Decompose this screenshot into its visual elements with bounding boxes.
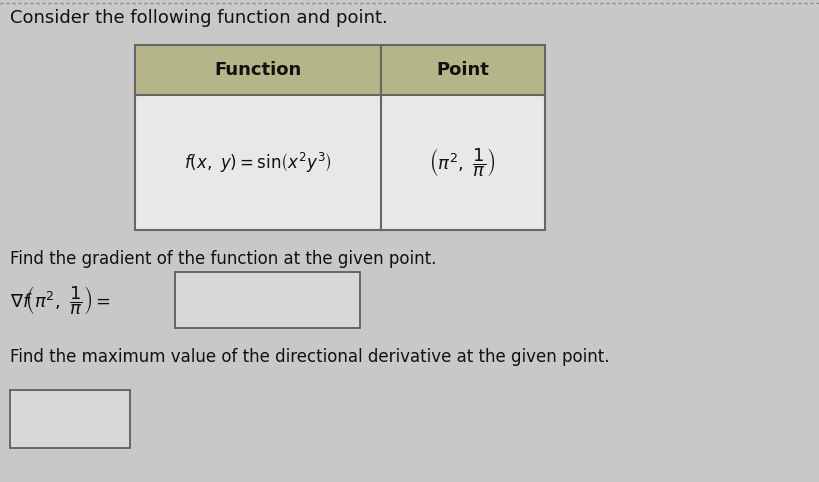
- Text: Function: Function: [215, 61, 301, 79]
- Text: Consider the following function and point.: Consider the following function and poin…: [10, 9, 387, 27]
- Bar: [135, 45, 545, 230]
- Text: $\nabla f\!\left(\pi^2,\ \dfrac{1}{\pi}\right) =$: $\nabla f\!\left(\pi^2,\ \dfrac{1}{\pi}\…: [10, 283, 111, 317]
- Bar: [175, 272, 360, 328]
- Text: Point: Point: [437, 61, 489, 79]
- Text: $\left(\pi^2,\ \dfrac{1}{\pi}\right)$: $\left(\pi^2,\ \dfrac{1}{\pi}\right)$: [429, 146, 496, 179]
- Bar: [135, 95, 545, 230]
- Text: Find the gradient of the function at the given point.: Find the gradient of the function at the…: [10, 250, 437, 268]
- Text: $f(x,\ y) = \sin\!\left(x^2y^3\right)$: $f(x,\ y) = \sin\!\left(x^2y^3\right)$: [184, 150, 332, 174]
- Bar: [10, 390, 130, 448]
- Bar: [135, 45, 545, 95]
- Text: Find the maximum value of the directional derivative at the given point.: Find the maximum value of the directiona…: [10, 348, 609, 366]
